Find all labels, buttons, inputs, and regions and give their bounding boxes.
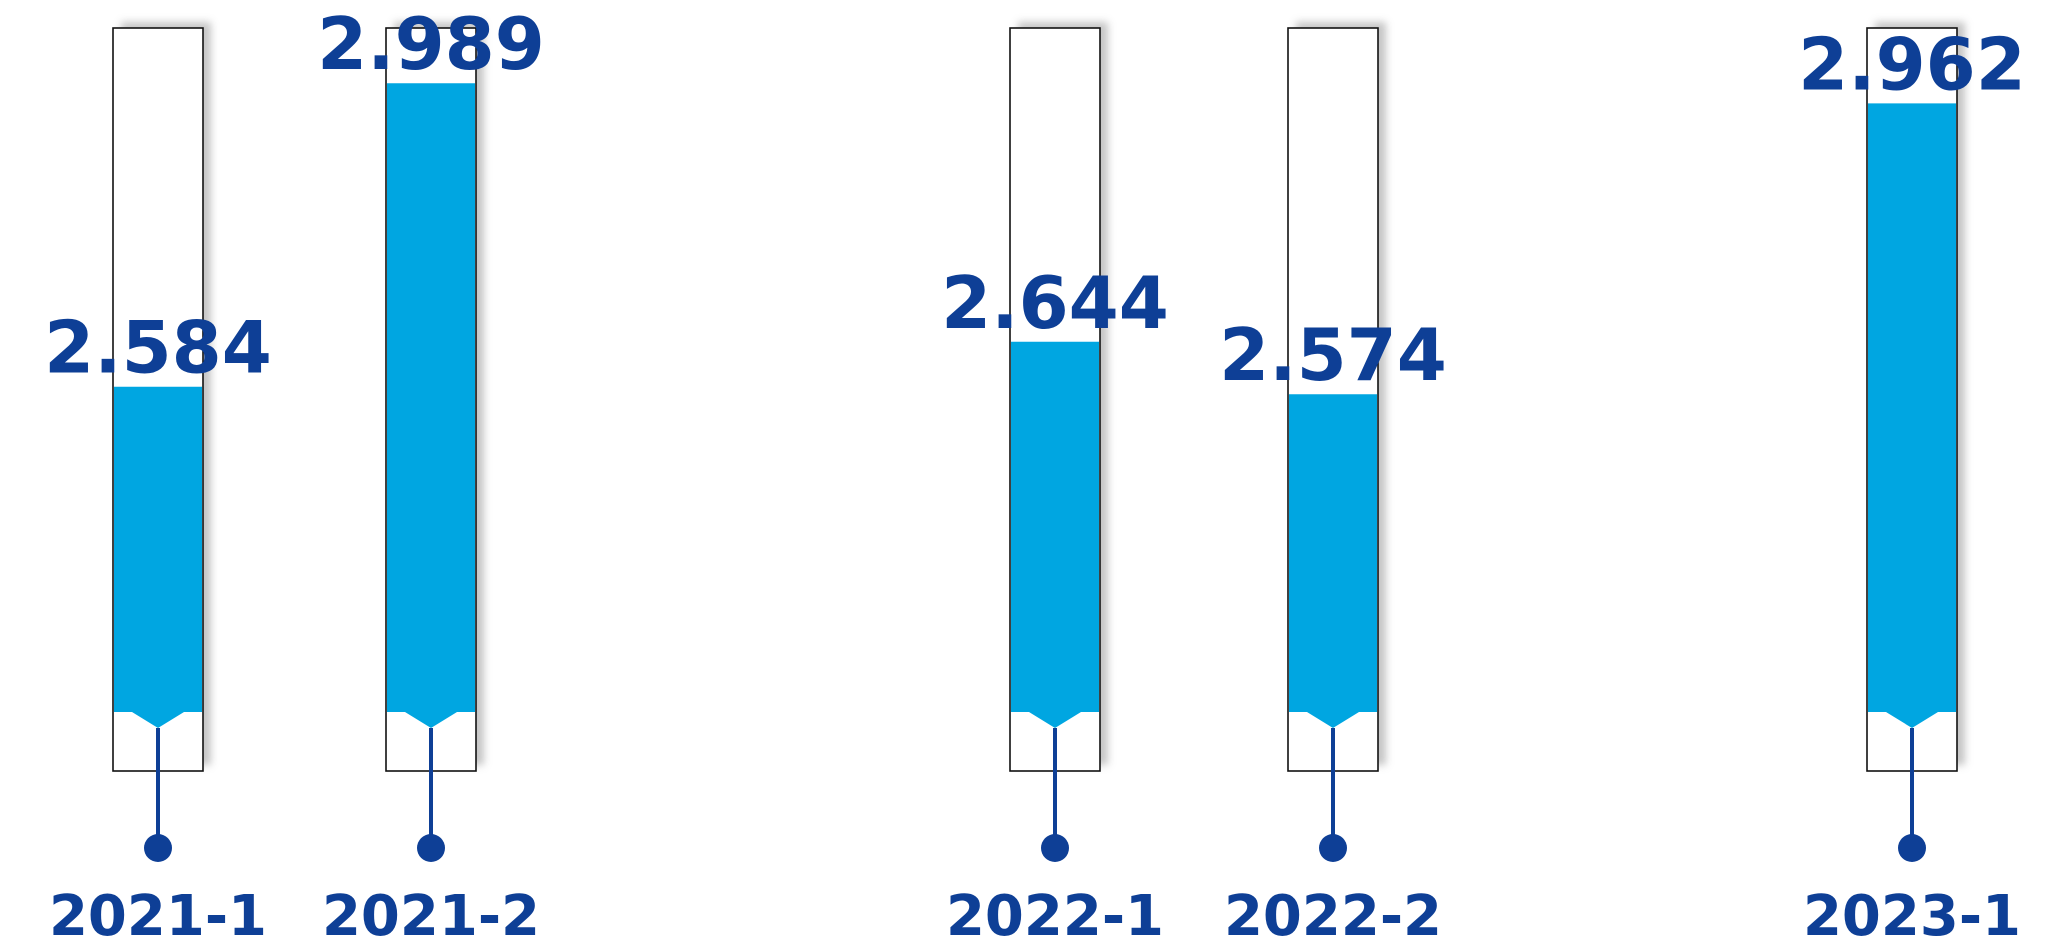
bar-group: 2.644 2022-1 bbox=[941, 22, 1169, 947]
bar-group: 2.574 2022-2 bbox=[1219, 22, 1447, 947]
bar-group: 2.962 2023-1 bbox=[1798, 22, 2026, 947]
data-label: 2.584 bbox=[44, 306, 272, 390]
bar-group: 2.989 2021-2 bbox=[317, 2, 545, 947]
x-tick-label: 2021-2 bbox=[322, 884, 540, 947]
bar-dot bbox=[417, 834, 445, 862]
data-label: 2.644 bbox=[941, 261, 1169, 345]
bar bbox=[1011, 341, 1099, 728]
x-tick-label: 2022-2 bbox=[1224, 884, 1442, 947]
bar bbox=[1289, 394, 1377, 728]
bar bbox=[114, 386, 202, 728]
bar bbox=[1868, 103, 1956, 728]
data-label: 2.574 bbox=[1219, 313, 1447, 397]
x-tick-label: 2021-1 bbox=[49, 884, 267, 947]
bar-group: 2.584 2021-1 bbox=[44, 22, 272, 947]
bars: 2.584 2021-1 2.989 2021-2 2.644 2022-1 2.574 20… bbox=[44, 2, 2026, 947]
data-label: 2.962 bbox=[1798, 22, 2026, 106]
bar-dot bbox=[1319, 834, 1347, 862]
x-tick-label: 2023-1 bbox=[1803, 884, 2021, 947]
bar-dot bbox=[144, 834, 172, 862]
bar bbox=[387, 83, 475, 728]
bar-dot bbox=[1898, 834, 1926, 862]
x-tick-label: 2022-1 bbox=[946, 884, 1164, 947]
bar-dot bbox=[1041, 834, 1069, 862]
data-label: 2.989 bbox=[317, 2, 545, 86]
